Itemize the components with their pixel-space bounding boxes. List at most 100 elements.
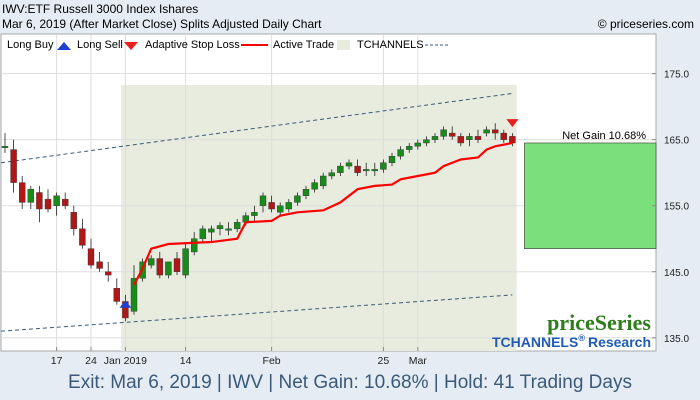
legend-long-buy-arrow-icon	[57, 42, 71, 50]
x-tick-label: Feb	[263, 355, 281, 367]
candle-body	[113, 288, 121, 302]
candle-body	[492, 129, 499, 134]
candle-body	[423, 139, 430, 144]
footer-summary: Exit: Mar 6, 2019 | IWV | Net Gain: 10.6…	[68, 372, 632, 393]
stop-loss-layer	[133, 141, 513, 286]
candle-body	[302, 188, 310, 197]
x-tick-label: Mar	[409, 355, 428, 367]
candle-body	[96, 261, 103, 269]
candle-body	[190, 238, 198, 253]
legend-active-trade-swatch	[337, 40, 350, 50]
candle-body	[104, 271, 112, 276]
candle-body	[44, 198, 52, 210]
brand-tchannels: TCHANNELS® Research	[492, 333, 651, 350]
candle-body	[165, 261, 172, 276]
candle-body	[251, 212, 258, 216]
chart-subtitle: Mar 6, 2019 (After Market Close) Splits …	[2, 17, 322, 31]
axis-layer: 135.0 145.0 155.0 165.0 175.0 17 24 Jan 2019 14 F…	[51, 70, 690, 367]
candle-body	[259, 195, 267, 206]
candle-body	[371, 169, 378, 172]
candle-body	[156, 258, 164, 276]
price-chart: Net Gain 10.68% 135.0 145.0 155.0 165.0 175.…	[0, 33, 690, 367]
candle-body	[70, 212, 78, 230]
y-tick-label: 145.0	[664, 268, 689, 279]
candle-body	[380, 162, 387, 170]
candle-body	[328, 172, 335, 177]
candle-body	[388, 155, 396, 163]
brand-tchannels-name: TCHANNELS	[492, 334, 578, 350]
candle-body	[130, 278, 138, 312]
candle-body	[277, 205, 284, 213]
y-tick-label: 155.0	[664, 202, 689, 213]
candle-body	[173, 258, 181, 272]
chart-title: IWV:ETF Russell 3000 Index Ishares	[2, 2, 199, 16]
candle-body	[268, 202, 275, 210]
legend-long-buy: Long Buy	[7, 39, 54, 51]
adaptive-stop-line	[133, 141, 513, 286]
x-tick-label: 24	[85, 355, 97, 367]
candle-body	[440, 129, 447, 137]
legend-tchannels: TCHANNELS	[357, 39, 424, 51]
y-tick-label: 165.0	[664, 136, 689, 147]
candle-body	[10, 149, 17, 183]
brand-priceseries: priceSeries	[547, 310, 651, 335]
candle-body	[397, 149, 404, 157]
brand-reg: ®	[578, 333, 585, 343]
channel-layer	[0, 92, 513, 332]
candle-body	[509, 136, 516, 144]
candle-body	[337, 165, 344, 173]
candle-body	[354, 165, 361, 173]
candle-body	[466, 136, 473, 140]
legend-active-trade: Active Trade	[273, 39, 334, 51]
grid-layer	[1, 34, 656, 351]
candle-body	[500, 132, 507, 140]
signals-layer	[119, 119, 519, 308]
candle-body	[363, 169, 370, 172]
candles-layer	[1, 123, 516, 322]
y-tick-label: 175.0	[664, 70, 689, 81]
active-trade-layer	[121, 85, 517, 352]
candle-body	[182, 248, 189, 276]
net-gain-label: Net Gain 10.68%	[562, 130, 646, 142]
long-buy-arrow-icon	[119, 300, 132, 308]
legend-long-sell-arrow-icon	[124, 42, 138, 50]
channel-top-line	[0, 92, 513, 164]
candle-body	[79, 228, 86, 246]
candle-body	[53, 195, 60, 206]
candle-body	[457, 136, 464, 144]
candle-body	[19, 182, 26, 203]
gain-layer: Net Gain 10.68%	[524, 130, 657, 249]
x-tick-label: 14	[180, 355, 192, 367]
candle-body	[483, 129, 490, 134]
candle-body	[431, 136, 439, 140]
candle-body	[311, 182, 318, 190]
candle-body	[233, 222, 241, 230]
legend: Long Buy Long Sell Adaptive Stop Loss Ac…	[7, 39, 450, 51]
legend-adaptive-stop: Adaptive Stop Loss	[145, 39, 240, 51]
legend-long-sell: Long Sell	[77, 39, 123, 51]
candle-body	[36, 192, 43, 210]
y-tick-label: 135.0	[664, 334, 689, 345]
candle-body	[147, 258, 155, 266]
candle-body	[345, 162, 353, 167]
candle-body	[62, 198, 69, 206]
candle-body	[225, 228, 232, 231]
x-tick-label: 25	[378, 355, 390, 367]
candle-body	[414, 142, 421, 147]
candle-body	[216, 225, 224, 230]
candle-body	[406, 146, 413, 150]
active-trade-region	[121, 85, 517, 352]
candle-body	[87, 248, 95, 266]
copyright: © priceseries.com	[597, 17, 694, 31]
candle-body	[208, 228, 215, 233]
brand-research: Research	[588, 334, 651, 350]
candle-body	[320, 175, 327, 187]
candle-body	[285, 202, 292, 210]
candle-body	[27, 188, 34, 203]
long-sell-arrow-icon	[506, 119, 519, 128]
candle-body	[1, 146, 9, 148]
candle-body	[294, 195, 301, 203]
candle-body	[474, 136, 482, 140]
x-tick-label: 17	[51, 355, 63, 367]
channel-bottom-line	[0, 294, 513, 332]
